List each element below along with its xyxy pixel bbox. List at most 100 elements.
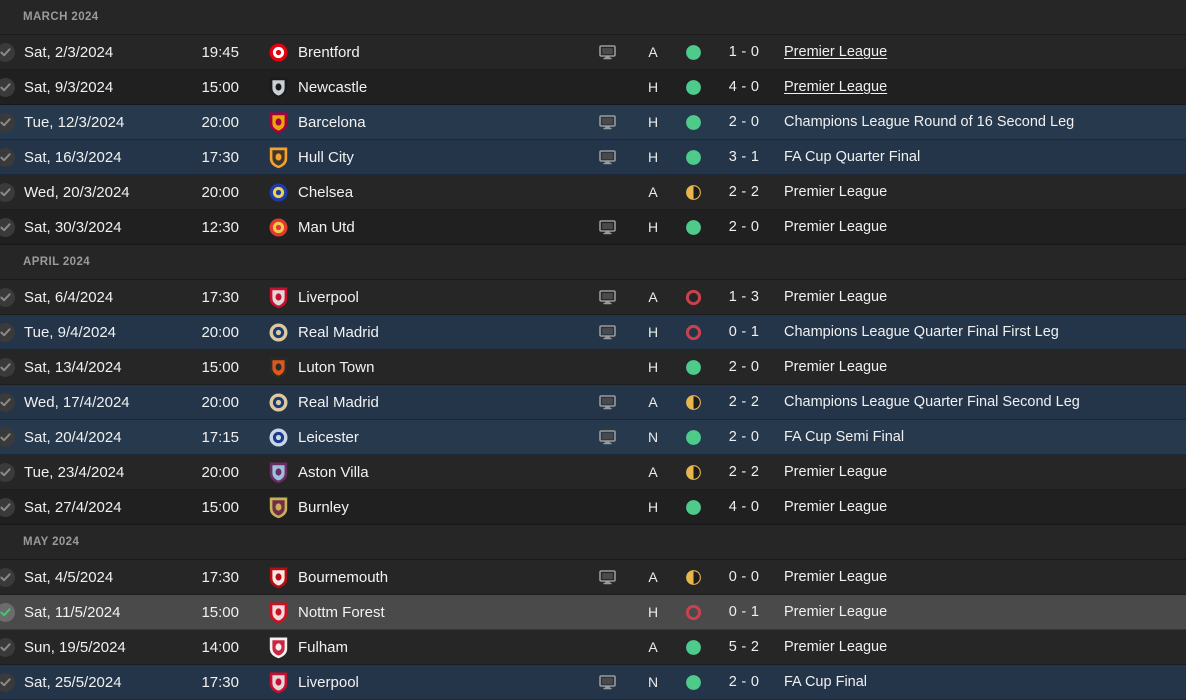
fixture-competition[interactable]: Premier League <box>773 44 1186 60</box>
competition-label[interactable]: Premier League <box>784 184 888 200</box>
check-circle-icon[interactable] <box>0 462 15 482</box>
fixture-competition[interactable]: Champions League Quarter Final Second Le… <box>773 394 1186 410</box>
check-circle-icon[interactable] <box>0 322 15 342</box>
opponent-name[interactable]: Bournemouth <box>298 568 389 586</box>
fixture-competition[interactable]: FA Cup Semi Final <box>773 429 1186 445</box>
fixture-opponent[interactable]: Man Utd <box>239 216 579 239</box>
opponent-name[interactable]: Real Madrid <box>298 323 379 341</box>
fixture-competition[interactable]: FA Cup Quarter Final <box>773 149 1186 165</box>
competition-label[interactable]: Premier League <box>784 499 888 515</box>
fixture-opponent[interactable]: Aston Villa <box>239 461 579 484</box>
fixture-competition[interactable]: Premier League <box>773 604 1186 620</box>
competition-label[interactable]: Premier League <box>784 79 888 95</box>
fixture-check-cell[interactable] <box>0 217 24 237</box>
fixture-competition[interactable]: Premier League <box>773 289 1186 305</box>
fixture-opponent[interactable]: Leicester <box>239 426 579 449</box>
opponent-name[interactable]: Nottm Forest <box>298 603 385 621</box>
fixture-competition[interactable]: Champions League Quarter Final First Leg <box>773 324 1186 340</box>
fixture-check-cell[interactable] <box>0 427 24 447</box>
opponent-name[interactable]: Man Utd <box>298 218 355 236</box>
fixture-competition[interactable]: Premier League <box>773 499 1186 515</box>
opponent-name[interactable]: Newcastle <box>298 78 368 96</box>
competition-label[interactable]: FA Cup Quarter Final <box>784 149 921 165</box>
fixture-check-cell[interactable] <box>0 567 24 587</box>
fixture-check-cell[interactable] <box>0 42 24 62</box>
opponent-name[interactable]: Liverpool <box>298 673 359 691</box>
fixture-opponent[interactable]: Newcastle <box>239 76 579 99</box>
check-circle-icon[interactable] <box>0 357 15 377</box>
fixture-competition[interactable]: Champions League Round of 16 Second Leg <box>773 114 1186 130</box>
tv-monitor-icon[interactable] <box>598 324 616 340</box>
tv-monitor-icon[interactable] <box>598 114 616 130</box>
competition-label[interactable]: Premier League <box>784 639 888 655</box>
check-circle-icon[interactable] <box>0 567 15 587</box>
check-circle-icon[interactable] <box>0 287 15 307</box>
check-circle-icon[interactable] <box>0 42 15 62</box>
fixture-opponent[interactable]: Real Madrid <box>239 391 579 414</box>
tv-monitor-icon[interactable] <box>598 429 616 445</box>
fixture-row[interactable]: Wed, 17/4/2024 20:00 Real Madrid A 2 - 2 Cham… <box>0 385 1186 420</box>
opponent-name[interactable]: Leicester <box>298 428 359 446</box>
fixture-opponent[interactable]: Real Madrid <box>239 321 579 344</box>
fixture-row[interactable]: Sat, 6/4/2024 17:30 Liverpool A 1 - 3 Premier… <box>0 280 1186 315</box>
competition-label[interactable]: Premier League <box>784 44 888 60</box>
fixture-row[interactable]: Sat, 16/3/2024 17:30 Hull City H 3 - 1 FA Cup… <box>0 140 1186 175</box>
tv-monitor-icon[interactable] <box>598 289 616 305</box>
fixture-opponent[interactable]: Hull City <box>239 146 579 169</box>
opponent-name[interactable]: Barcelona <box>298 113 366 131</box>
fixture-check-cell[interactable] <box>0 112 24 132</box>
competition-label[interactable]: Champions League Quarter Final First Leg <box>784 324 1059 340</box>
fixture-opponent[interactable]: Burnley <box>239 496 579 519</box>
check-circle-icon[interactable] <box>0 427 15 447</box>
opponent-name[interactable]: Brentford <box>298 43 360 61</box>
check-circle-icon[interactable] <box>0 217 15 237</box>
check-circle-icon[interactable] <box>0 602 15 622</box>
fixture-opponent[interactable]: Bournemouth <box>239 566 579 589</box>
fixture-opponent[interactable]: Fulham <box>239 636 579 659</box>
check-circle-icon[interactable] <box>0 112 15 132</box>
competition-label[interactable]: Premier League <box>784 219 888 235</box>
fixture-competition[interactable]: Premier League <box>773 79 1186 95</box>
fixture-row[interactable]: Sat, 4/5/2024 17:30 Bournemouth A 0 - 0 Premi… <box>0 560 1186 595</box>
fixture-check-cell[interactable] <box>0 672 24 692</box>
fixture-check-cell[interactable] <box>0 77 24 97</box>
fixture-row[interactable]: Sat, 30/3/2024 12:30 Man Utd H 2 - 0 Premier … <box>0 210 1186 245</box>
opponent-name[interactable]: Luton Town <box>298 358 375 376</box>
fixture-row[interactable]: Tue, 9/4/2024 20:00 Real Madrid H 0 - 1 Champ… <box>0 315 1186 350</box>
fixture-opponent[interactable]: Liverpool <box>239 286 579 309</box>
opponent-name[interactable]: Chelsea <box>298 183 354 201</box>
fixture-opponent[interactable]: Barcelona <box>239 111 579 134</box>
opponent-name[interactable]: Fulham <box>298 638 349 656</box>
fixture-opponent[interactable]: Brentford <box>239 41 579 64</box>
opponent-name[interactable]: Aston Villa <box>298 463 369 481</box>
check-circle-icon[interactable] <box>0 392 15 412</box>
fixture-competition[interactable]: Premier League <box>773 569 1186 585</box>
competition-label[interactable]: Premier League <box>784 359 888 375</box>
fixture-row[interactable]: Sat, 27/4/2024 15:00 Burnley H 4 - 0 Premier … <box>0 490 1186 525</box>
competition-label[interactable]: FA Cup Final <box>784 674 868 690</box>
competition-label[interactable]: Premier League <box>784 464 888 480</box>
check-circle-icon[interactable] <box>0 147 15 167</box>
fixture-row[interactable]: Sun, 19/5/2024 14:00 Fulham A 5 - 2 Premier L… <box>0 630 1186 665</box>
check-circle-icon[interactable] <box>0 77 15 97</box>
fixture-check-cell[interactable] <box>0 462 24 482</box>
fixture-opponent[interactable]: Liverpool <box>239 671 579 694</box>
fixture-check-cell[interactable] <box>0 637 24 657</box>
tv-monitor-icon[interactable] <box>598 394 616 410</box>
tv-monitor-icon[interactable] <box>598 674 616 690</box>
tv-monitor-icon[interactable] <box>598 219 616 235</box>
fixture-row[interactable]: Sat, 13/4/2024 15:00 Luton Town H 2 - 0 Premi… <box>0 350 1186 385</box>
competition-label[interactable]: Champions League Round of 16 Second Leg <box>784 114 1075 130</box>
competition-label[interactable]: FA Cup Semi Final <box>784 429 905 445</box>
fixture-check-cell[interactable] <box>0 147 24 167</box>
fixture-competition[interactable]: Premier League <box>773 639 1186 655</box>
fixture-opponent[interactable]: Nottm Forest <box>239 601 579 624</box>
opponent-name[interactable]: Hull City <box>298 148 354 166</box>
check-circle-icon[interactable] <box>0 497 15 517</box>
fixture-opponent[interactable]: Luton Town <box>239 356 579 379</box>
competition-label[interactable]: Champions League Quarter Final Second Le… <box>784 394 1080 410</box>
fixture-competition[interactable]: Premier League <box>773 219 1186 235</box>
fixture-row[interactable]: Sat, 20/4/2024 17:15 Leicester N 2 - 0 FA Cup… <box>0 420 1186 455</box>
fixture-check-cell[interactable] <box>0 602 24 622</box>
fixture-row[interactable]: Tue, 12/3/2024 20:00 Barcelona H 2 - 0 Champi… <box>0 105 1186 140</box>
